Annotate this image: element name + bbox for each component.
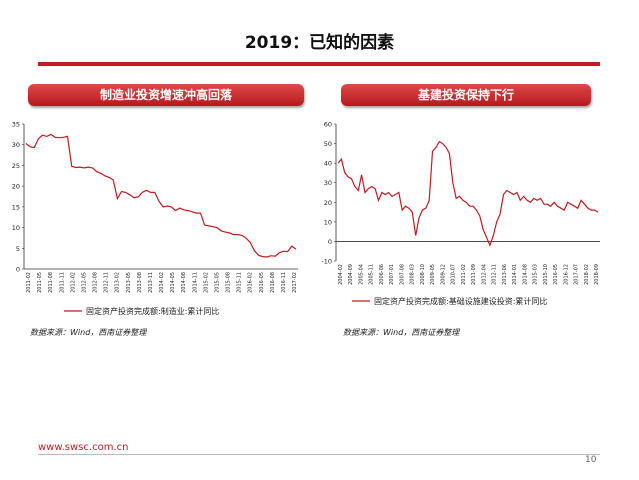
x-tick-label: 2012-11	[492, 264, 498, 285]
x-tick-label: 2014-11	[192, 272, 198, 293]
footer-divider	[38, 454, 600, 455]
x-tick-label: 2013-06	[502, 264, 508, 285]
x-tick-label: 2010-07	[451, 264, 457, 285]
x-tick-label: 2012-08	[93, 272, 99, 293]
x-tick-label: 2005-04	[358, 264, 364, 285]
x-tick-label: 2014-08	[181, 272, 187, 293]
x-tick-label: 2014-05	[170, 272, 176, 293]
x-tick-label: 2011-09	[471, 264, 477, 285]
x-tick-label: 2014-08	[522, 264, 528, 285]
x-tick-label: 2015-11	[237, 272, 243, 293]
x-tick-label: 2013-08	[137, 272, 143, 293]
x-tick-label: 2012-04	[481, 264, 487, 285]
x-tick-label: 2015-03	[533, 264, 539, 285]
x-tick-label: 2016-12	[563, 264, 569, 285]
footer-website-link[interactable]: www.swsc.com.cn	[38, 442, 129, 453]
x-tick-label: 2013-02	[115, 272, 121, 293]
x-tick-label: 2015-10	[543, 264, 549, 285]
manufacturing-investment-chart: 0 5 10 15 20 25 30 35 2011-02 2011-05 2011-08 2011-…	[6, 116, 306, 321]
x-tick-label: 2014-02	[159, 272, 165, 293]
x-tick-label: 2006-06	[379, 264, 385, 285]
x-tick-label: 2018-09	[594, 264, 600, 285]
page-number: 10	[585, 455, 597, 465]
x-tick-label: 2011-02	[26, 272, 32, 293]
left-chart-heading: 制造业投资增速冲高回落	[28, 84, 304, 106]
x-tick-label: 2011-05	[37, 272, 43, 293]
y-tick-label: 20	[12, 183, 20, 191]
x-tick-label: 2012-05	[81, 272, 87, 293]
y-tick-label: 35	[12, 121, 20, 129]
x-tick-label: 2005-11	[369, 264, 375, 285]
y-tick-label: 0	[328, 238, 332, 246]
y-tick-label: 10	[324, 218, 332, 226]
x-tick-label: 2016-11	[281, 272, 287, 293]
x-tick-label: 2013-11	[148, 272, 154, 293]
y-tick-label: 0	[16, 266, 20, 274]
x-tick-label: 2015-05	[214, 272, 220, 293]
infrastructure-chart-svg: -10 0 10 20 30 40 50 60 2004-02 2004-09 2005-04 200…	[321, 121, 600, 306]
x-tick-label: 2016-08	[270, 272, 276, 293]
x-tick-label: 2011-02	[461, 264, 467, 285]
manufacturing-chart-svg: 0 5 10 15 20 25 30 35 2011-02 2011-05 2011-08 2011-…	[12, 121, 298, 316]
x-tick-label: 2008-10	[420, 264, 426, 285]
x-tick-label: 2008-03	[410, 264, 416, 285]
y-tick-label: -10	[321, 258, 332, 266]
legend-label: 固定资产投资完成额:基础设施建设投资:累计同比	[374, 296, 547, 306]
y-tick-label: 15	[12, 203, 20, 211]
x-tick-label: 2012-02	[70, 272, 76, 293]
x-tick-label: 2015-02	[203, 272, 209, 293]
title-divider	[38, 62, 600, 66]
x-tick-label: 2009-05	[430, 264, 436, 285]
series-line	[337, 140, 599, 247]
legend-label: 固定资产投资完成额:制造业:累计同比	[86, 306, 219, 316]
right-chart-heading: 基建投资保持下行	[341, 84, 591, 106]
y-tick-label: 40	[324, 160, 332, 168]
x-tick-label: 2016-05	[259, 272, 265, 293]
x-tick-label: 2007-01	[389, 264, 395, 285]
x-tick-label: 2017-07	[574, 264, 580, 285]
infrastructure-investment-chart: -10 0 10 20 30 40 50 60 2004-02 2004-09 2005-04 200…	[316, 116, 606, 321]
x-tick-label: 2007-08	[399, 264, 405, 285]
x-tick-label: 2015-08	[226, 272, 232, 293]
y-tick-label: 25	[12, 162, 20, 170]
series-line	[25, 133, 297, 258]
y-tick-label: 30	[324, 179, 332, 187]
x-tick-label: 2011-08	[48, 272, 54, 293]
y-tick-label: 60	[324, 121, 332, 129]
x-tick-label: 2009-12	[440, 264, 446, 285]
x-tick-label: 2018-02	[584, 264, 590, 285]
x-tick-label: 2011-11	[59, 272, 65, 293]
x-tick-label: 2013-05	[126, 272, 132, 293]
slide-title: 2019：已知的因素	[244, 33, 395, 53]
x-tick-label: 2016-02	[248, 272, 254, 293]
x-tick-label: 2017-02	[292, 272, 298, 293]
y-tick-label: 50	[324, 140, 332, 148]
x-tick-label: 2014-01	[512, 264, 518, 285]
x-tick-label: 2004-09	[348, 264, 354, 285]
x-tick-label: 2012-11	[104, 272, 110, 293]
x-tick-label: 2004-02	[338, 264, 344, 285]
y-tick-label: 20	[324, 199, 332, 207]
x-tick-label: 2016-05	[553, 264, 559, 285]
left-data-source: 数据来源：Wind，西南证券整理	[30, 328, 147, 337]
y-tick-label: 30	[12, 141, 20, 149]
right-data-source: 数据来源：Wind，西南证券整理	[343, 328, 460, 337]
y-tick-label: 10	[12, 224, 20, 232]
y-tick-label: 5	[16, 245, 20, 253]
